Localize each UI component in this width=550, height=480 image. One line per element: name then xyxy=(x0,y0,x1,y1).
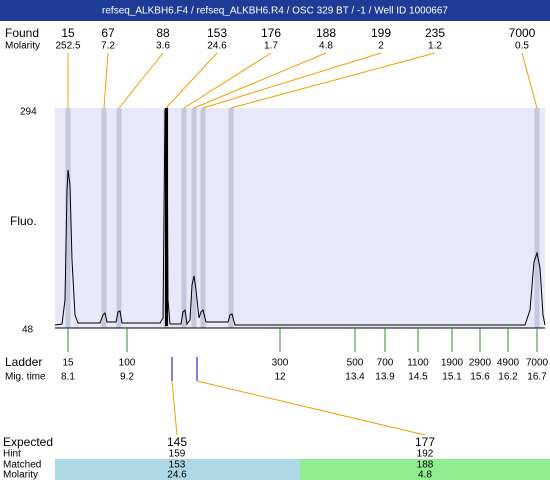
peak-molarity: 1.2 xyxy=(428,41,442,52)
ladder-size: 2900 xyxy=(469,358,492,369)
peak-band xyxy=(191,108,197,328)
peak-molarity: 2 xyxy=(378,41,384,52)
peak-molarity: 252.5 xyxy=(55,41,80,52)
connector xyxy=(521,52,538,109)
ladder-time: 13.4 xyxy=(345,372,365,383)
peak-band xyxy=(200,108,206,328)
peak-size: 176 xyxy=(261,26,281,40)
ladder-time: 15.6 xyxy=(470,372,490,383)
expected-molarity: 24.6 xyxy=(167,470,187,480)
peak-band xyxy=(65,108,71,328)
peak-size: 199 xyxy=(371,26,391,40)
connector xyxy=(196,380,426,436)
row-label: Matched xyxy=(3,460,41,471)
ladder-time: 9.2 xyxy=(120,372,134,383)
expected-expected: 145 xyxy=(167,435,187,449)
peak-band xyxy=(116,108,122,328)
peak-molarity: 24.6 xyxy=(207,41,227,52)
peak-molarity: 4.8 xyxy=(319,41,333,52)
ladder-size: 100 xyxy=(119,358,136,369)
peak-molarity: 1.7 xyxy=(264,41,278,52)
title-bar xyxy=(0,0,550,21)
peak-band xyxy=(228,108,234,328)
peak-size: 235 xyxy=(425,26,445,40)
expected-expected: 177 xyxy=(415,435,435,449)
peak-band xyxy=(534,108,540,328)
ladder-size: 4900 xyxy=(497,358,520,369)
matched-bg xyxy=(55,459,300,480)
peak-size: 7000 xyxy=(509,26,536,40)
ladder-size: 300 xyxy=(272,358,289,369)
connector xyxy=(171,380,178,436)
peak-band xyxy=(181,108,187,328)
ladder-size: 500 xyxy=(347,358,364,369)
peak-size: 15 xyxy=(61,26,75,40)
peak-band xyxy=(101,108,107,328)
connector xyxy=(193,52,327,109)
row-label: Molarity xyxy=(3,470,38,480)
molarity-label: Molarity xyxy=(5,41,40,52)
ladder-size: 1100 xyxy=(407,358,429,369)
peak-molarity: 7.2 xyxy=(101,41,115,52)
peak-size: 153 xyxy=(207,26,227,40)
peak-size: 67 xyxy=(101,26,115,40)
marker-peak xyxy=(165,108,168,326)
row-label: Expected xyxy=(3,435,53,449)
ladder-size: 700 xyxy=(377,358,394,369)
y-label: Fluo. xyxy=(10,214,37,228)
ladder-size: 1900 xyxy=(441,358,464,369)
ladder-time: 16.7 xyxy=(527,372,547,383)
trace xyxy=(54,106,546,326)
connector xyxy=(183,52,272,109)
peak-molarity: 0.5 xyxy=(515,41,529,52)
expected-hint: 159 xyxy=(169,449,186,460)
connector xyxy=(165,52,218,109)
connector xyxy=(202,52,382,109)
plot-area xyxy=(55,108,545,328)
expected-molarity: 4.8 xyxy=(418,470,432,480)
ladder-time: 12 xyxy=(274,372,286,383)
connector xyxy=(103,52,109,109)
ladder-time: 8.1 xyxy=(61,372,75,383)
mig-label: Mig. time xyxy=(5,372,46,383)
peak-molarity: 3.6 xyxy=(156,41,170,52)
ladder-time: 16.2 xyxy=(498,372,518,383)
ladder-time: 14.5 xyxy=(408,372,428,383)
found-label: Found xyxy=(5,26,39,40)
row-label: Hint xyxy=(3,449,21,460)
peak-size: 188 xyxy=(316,26,336,40)
connector xyxy=(118,52,164,109)
ladder-size: 15 xyxy=(62,358,74,369)
peak-size: 88 xyxy=(156,26,170,40)
ladder-time: 13.9 xyxy=(375,372,395,383)
expected-hint: 192 xyxy=(417,449,434,460)
ladder-size: 7000 xyxy=(526,358,549,369)
y-bottom: 48 xyxy=(22,325,34,336)
matched-bg xyxy=(300,459,550,480)
y-top: 294 xyxy=(20,107,37,118)
connector xyxy=(230,52,436,109)
title: refseq_ALKBH6.F4 / refseq_ALKBH6.R4 / OS… xyxy=(102,6,448,17)
ladder-label: Ladder xyxy=(5,355,42,369)
expected-matched: 153 xyxy=(169,460,186,471)
ladder-time: 15.1 xyxy=(442,372,462,383)
expected-matched: 188 xyxy=(417,460,434,471)
